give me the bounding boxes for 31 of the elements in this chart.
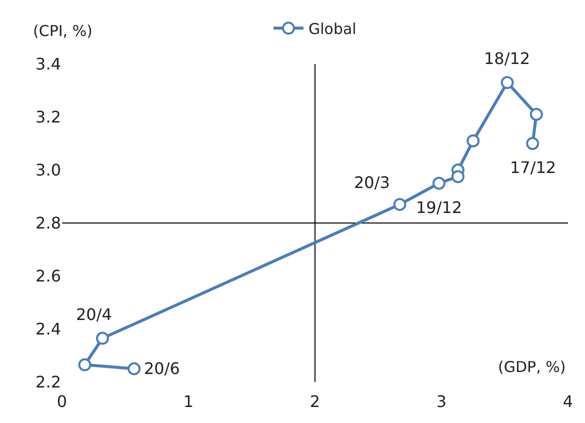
point	[96, 332, 109, 345]
annotation: 20/3	[354, 173, 390, 192]
annotation: 20/4	[76, 305, 112, 324]
x-tick-label: 3	[436, 392, 447, 411]
x-tick-label: 0	[56, 392, 68, 411]
y-tick-label: 3.0	[36, 160, 61, 180]
y-axis-title: (CPI, %)	[33, 22, 92, 40]
x-axis-title: (GDP, %)	[498, 358, 566, 376]
y-tick-label: 2.6	[36, 266, 61, 286]
annotation: 17/12	[510, 158, 556, 177]
legend-label: Global	[308, 20, 356, 38]
y-tick-label: 3.4	[36, 54, 61, 74]
annotation: 20/6	[144, 359, 180, 378]
annotation: 18/12	[484, 49, 530, 68]
y-tick-label: 2.2	[36, 372, 61, 392]
point	[451, 170, 464, 184]
x-tick-label: 2	[310, 392, 320, 411]
y-tick-label: 2.4	[36, 320, 61, 339]
point	[128, 362, 141, 376]
annotation: 19/12	[416, 198, 462, 217]
point	[530, 108, 543, 121]
y-tick-label: 3.2	[36, 108, 61, 127]
x-tick-label: 1	[183, 392, 194, 411]
point	[466, 134, 480, 148]
point	[393, 198, 406, 211]
point	[526, 137, 540, 150]
point	[78, 358, 92, 372]
y-tick-label: 2.8	[36, 214, 61, 233]
point	[432, 176, 446, 190]
x-tick-label: 4	[562, 392, 574, 411]
point	[500, 76, 514, 90]
